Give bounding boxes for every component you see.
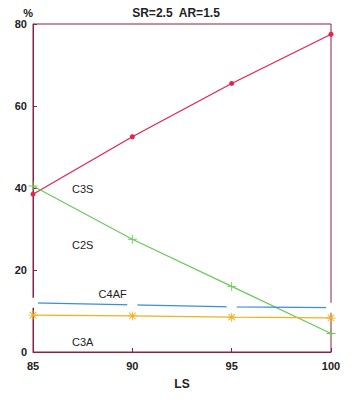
svg-text:20: 20 [15,264,27,276]
svg-text:85: 85 [27,360,39,372]
svg-text:80: 80 [15,18,27,30]
svg-text:LS: LS [174,377,189,391]
svg-text:60: 60 [15,100,27,112]
svg-text:C3S: C3S [72,183,93,195]
svg-text:SR=2.5 AR=1.5: SR=2.5 AR=1.5 [132,6,220,20]
svg-text:40: 40 [15,182,27,194]
svg-text:C4AF: C4AF [99,288,127,300]
svg-text:95: 95 [226,360,238,372]
svg-text:0: 0 [21,346,27,358]
svg-text:%: % [23,7,33,19]
svg-text:90: 90 [126,360,138,372]
svg-text:C2S: C2S [72,239,93,251]
svg-text:100: 100 [322,360,340,372]
svg-text:C3A: C3A [72,336,94,348]
